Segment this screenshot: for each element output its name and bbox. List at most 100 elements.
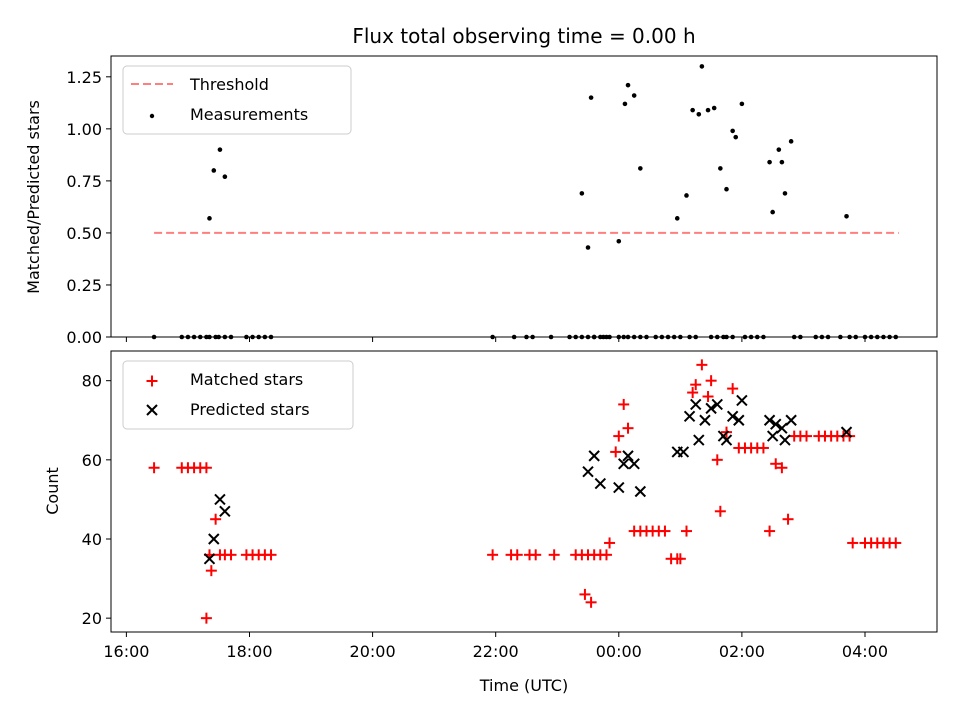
bottom-legend: Matched stars Predicted stars <box>122 360 354 430</box>
measurement-point <box>579 191 585 196</box>
matched-star-point <box>148 462 160 474</box>
predicted-star-point <box>208 533 220 545</box>
matched-star-point <box>674 553 686 565</box>
measurement-point <box>207 216 212 221</box>
matched-star-point <box>711 454 723 466</box>
bottom-y-tick-label: 60 <box>82 451 102 470</box>
predicted-star-point <box>711 398 723 411</box>
bottom-y-tick-label: 20 <box>82 609 102 628</box>
matched-star-point <box>727 383 739 395</box>
matched-star-point <box>782 513 794 525</box>
bottom-axes-frame <box>110 350 938 633</box>
matched-star-point <box>604 537 616 549</box>
matched-star-point <box>770 458 782 470</box>
matched-star-point <box>585 596 597 608</box>
matched-star-point <box>610 446 622 458</box>
top-y-tick-label: 0.75 <box>66 172 102 191</box>
measurement-point <box>724 186 729 192</box>
x-axis-label: Time (UTC) <box>479 676 568 695</box>
predicted-star-point <box>726 410 739 423</box>
bottom-x-tick-label: 02:00 <box>719 642 765 661</box>
legend-measurements-swatch <box>149 113 155 119</box>
matched-star-point <box>530 549 542 561</box>
legend-measurements-label: Measurements <box>190 105 308 124</box>
bottom-x-tick-label: 22:00 <box>473 642 519 661</box>
predicted-star-point <box>214 493 226 506</box>
predicted-star-point <box>693 434 705 446</box>
predicted-star-point <box>779 434 791 446</box>
top-y-tick-label: 1.00 <box>66 120 102 139</box>
measurement-point <box>788 139 794 144</box>
top-panel-ratio: Flux total observing time = 0.00 h Match… <box>24 24 938 347</box>
measurement-point <box>739 101 745 107</box>
predicted-star-point <box>588 450 600 462</box>
bottom-panel-counts: Count Time (UTC) 20 40 60 80 16:00 18:00 20:00… <box>43 350 938 695</box>
matched-star-point <box>847 537 859 549</box>
matched-star-point <box>702 391 714 403</box>
matched-star-point <box>200 462 212 474</box>
measurement-point <box>770 209 775 215</box>
measurement-point <box>767 159 772 165</box>
predicted-star-point <box>766 430 779 442</box>
matched-star-point <box>680 525 692 537</box>
measurement-point <box>222 174 228 180</box>
measurement-point <box>638 166 643 171</box>
predicted-star-point <box>785 414 797 426</box>
predicted-star-point <box>203 553 216 565</box>
matched-star-point <box>890 537 902 549</box>
top-legend: Threshold Measurements <box>122 65 352 135</box>
predicted-star-point <box>770 418 782 430</box>
top-y-tick-label: 1.25 <box>66 68 102 87</box>
measurement-point <box>684 193 689 198</box>
legend-predicted-swatch <box>146 404 158 416</box>
predicted-star-point <box>736 394 748 407</box>
bottom-x-tick-label: 00:00 <box>596 642 642 661</box>
predicted-star-point <box>705 402 717 415</box>
predicted-star-point <box>677 446 690 458</box>
predicted-star-point <box>733 414 745 426</box>
matched-star-point <box>579 588 591 600</box>
measurement-point <box>844 213 849 219</box>
matched-star-point <box>690 379 702 391</box>
legend-predicted-label: Predicted stars <box>190 400 310 419</box>
predicted-star-point <box>594 477 607 490</box>
matched-star-point <box>705 375 717 387</box>
measurement-point <box>674 216 680 221</box>
matched-star-point <box>200 612 212 624</box>
matched-star-point <box>613 430 625 442</box>
matched-star-point <box>659 525 671 537</box>
measurement-point <box>776 147 782 152</box>
matched-star-point <box>548 549 560 561</box>
measurement-point <box>711 105 717 111</box>
matched-star-point <box>265 549 277 561</box>
predicted-star-point <box>613 481 625 494</box>
predicted-star-point <box>690 398 702 411</box>
predicted-star-point <box>699 414 711 426</box>
matched-star-point <box>622 422 634 434</box>
matched-star-point <box>618 398 630 410</box>
measurement-point <box>588 95 594 100</box>
matched-star-point <box>225 549 237 561</box>
measurement-point <box>211 168 217 173</box>
matched-star-point <box>714 505 726 517</box>
chart-title: Flux total observing time = 0.00 h <box>352 24 695 48</box>
bottom-x-tick-label: 18:00 <box>226 642 272 661</box>
bottom-y-tick-label: 80 <box>82 372 102 391</box>
top-ticks: 0.00 0.25 0.50 0.75 1.00 1.25 <box>66 68 866 347</box>
measurement-point <box>705 107 711 113</box>
predicted-star-point <box>219 505 231 517</box>
predicted-star-point <box>763 414 776 426</box>
bottom-plot-area <box>148 359 902 624</box>
bottom-x-tick-label: 04:00 <box>842 642 888 661</box>
bottom-y-tick-label: 40 <box>82 530 102 549</box>
measurement-point <box>733 134 739 140</box>
top-y-tick-label: 0.00 <box>66 328 102 347</box>
measurement-point <box>625 82 631 88</box>
matched-star-point <box>776 462 788 474</box>
predicted-star-point <box>582 466 594 478</box>
matched-star-point <box>511 549 523 561</box>
predicted-star-point <box>622 450 634 462</box>
measurement-point <box>782 191 788 196</box>
matched-star-point <box>801 430 813 442</box>
